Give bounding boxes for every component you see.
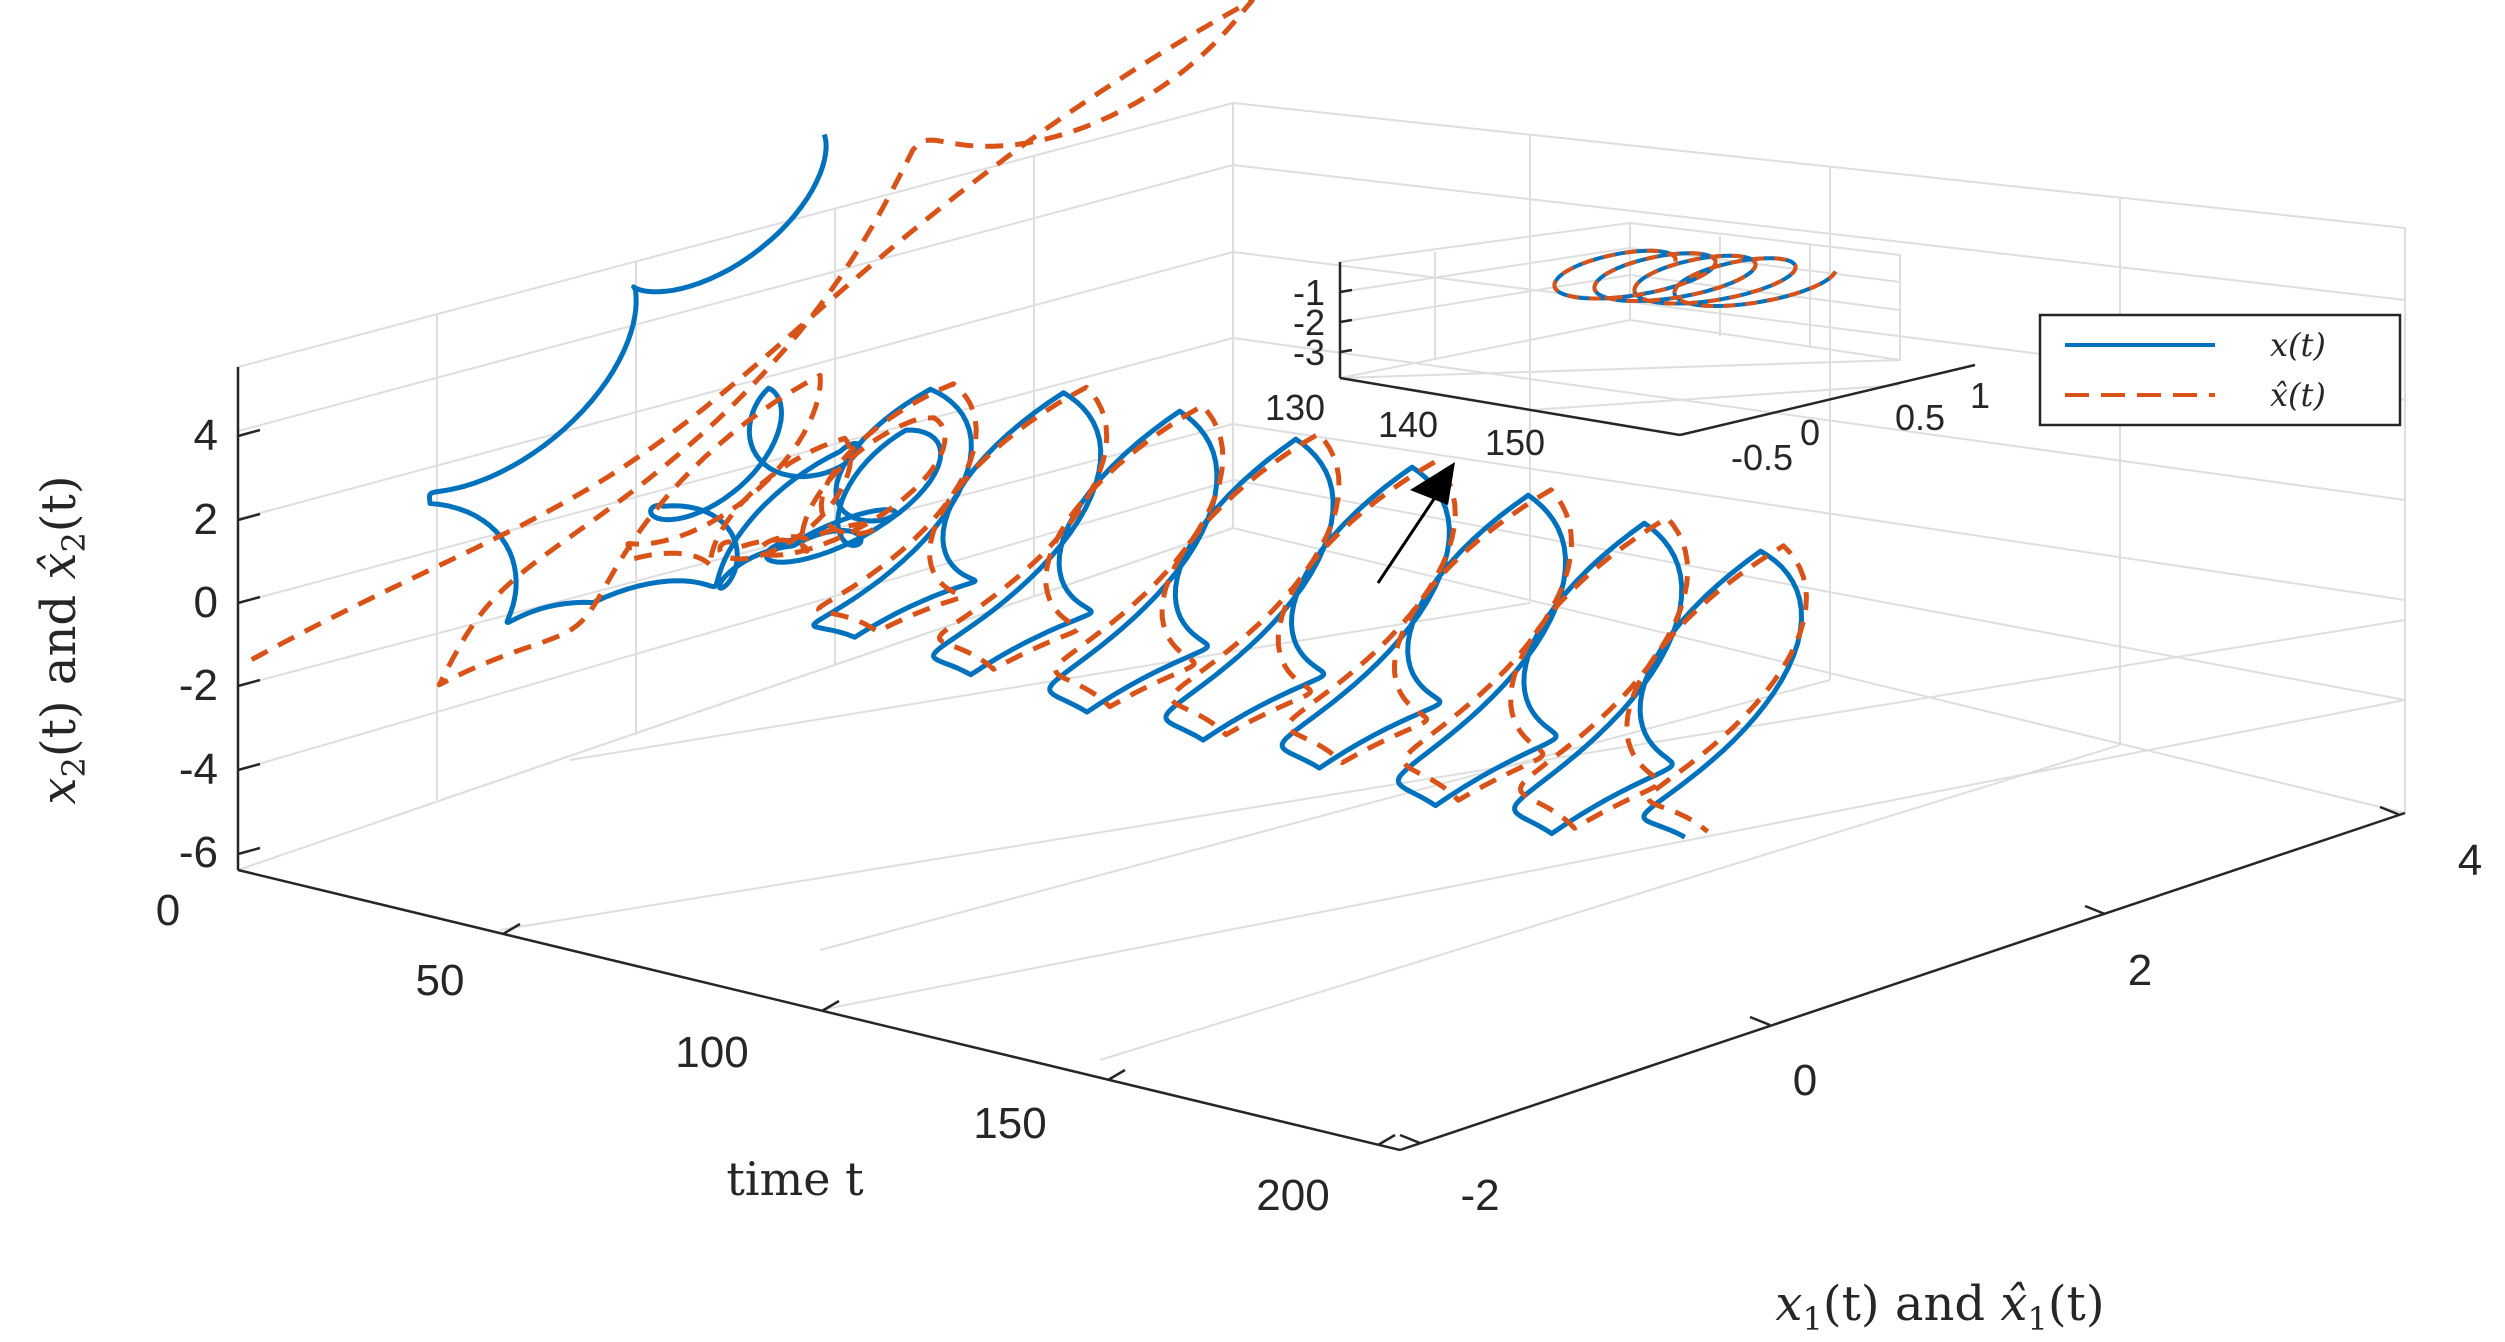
inset-time-tick-label: 140 [1378,404,1438,445]
z-axis-label: x2(t) and x̂2(t) [31,475,93,804]
inset-time-axis [1339,376,1681,437]
time-tick-label: 50 [416,956,465,1005]
x1-axis-label: x1(t) and x̂1(t) [1775,1276,2104,1338]
time-tick-label: 100 [675,1028,748,1077]
x1-tick-label: 0 [1793,1056,1817,1105]
inset-plot: -1 -2 -3 130 140 150 -0.5 0 0.5 1 [1265,221,1990,478]
inset-x1-tick-label: -0.5 [1731,437,1793,478]
legend-label-x: x(t) [2270,326,2326,364]
z-tick-label: -4 [179,745,218,794]
inset-x1-tick-label: 0 [1800,412,1820,453]
series-line-xhat [250,0,1809,834]
main-trajectories [250,0,1809,840]
time-tick-label: 200 [1256,1171,1329,1220]
z-tick-label: 0 [194,578,218,627]
inset-x1-tick-label: 1 [1970,375,1990,416]
z-tick-labels: 4 2 0 -2 -4 -6 [179,411,218,877]
x1-axis-line [1399,811,2406,1152]
inset-trajectories [1552,248,1838,309]
legend: x(t) x̂(t) [2038,313,2402,427]
z-tick-label: -6 [179,828,218,877]
legend-label-xhat: x̂(t) [2270,376,2326,414]
zoom-arrow [1376,462,1455,584]
x1-tick-label: -2 [1460,1171,1499,1220]
inset-z-tick-label: -1 [1293,272,1325,313]
x1-tick-labels: -2 0 2 4 [1460,836,2482,1220]
time-tick-labels: 0 50 100 150 200 [156,886,1330,1220]
x1-tick-label: 4 [2458,836,2482,885]
inset-x1-axis [1679,363,1976,437]
time-axis-label: time t [726,1152,864,1206]
z-tick-label: 4 [194,411,218,460]
back-wall-left [237,101,1234,872]
series-line-x [427,133,1804,840]
inset-z-tick-label: -2 [1293,302,1325,343]
back-wall-right [1232,101,2406,815]
inset-back-left [1339,221,1631,380]
legend-box [2038,313,2402,427]
main-axes [236,367,2406,1152]
z-tick-label: 2 [194,495,218,544]
inset-x1-tick-label: 0.5 [1895,397,1945,438]
inset-time-tick-label: 150 [1485,422,1545,463]
inset-series-line-xhat [1552,248,1838,309]
inset-time-tick-label: 130 [1265,387,1325,428]
z-tick-label: -2 [179,661,218,710]
x1-tick-label: 2 [2128,946,2152,995]
zoom-arrow-head [1410,462,1455,505]
main-grid [237,101,2406,1061]
zoom-arrow-shaft [1376,489,1442,584]
time-axis-line [237,868,1401,1152]
time-tick-label: 0 [156,886,180,935]
time-tick-label: 150 [973,1099,1046,1148]
inset-z-tick-label: -3 [1293,332,1325,373]
